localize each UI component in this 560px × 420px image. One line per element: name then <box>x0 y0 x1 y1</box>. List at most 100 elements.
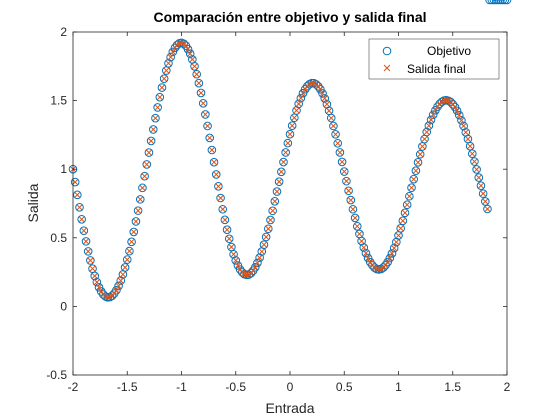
salida-final-point <box>412 167 419 174</box>
salida-final-point <box>397 225 404 232</box>
legend: Objetivo Salida final <box>368 38 500 80</box>
salida-final-point <box>161 75 168 82</box>
salida-final-point <box>187 50 194 57</box>
salida-final-point <box>224 226 231 233</box>
objetivo-point <box>157 83 167 92</box>
objetivo-point <box>146 136 156 146</box>
salida-final-point <box>367 259 374 266</box>
salida-final-point <box>154 104 161 111</box>
salida-final-point <box>443 97 450 104</box>
salida-final-point <box>211 159 218 166</box>
x-tick-label: 1 <box>395 380 402 394</box>
objetivo-point <box>452 106 462 116</box>
objetivo-point <box>159 74 169 83</box>
salida-final-point <box>91 272 98 279</box>
salida-final-point <box>226 235 233 242</box>
salida-final-point <box>261 241 267 248</box>
objetivo-point <box>129 227 139 237</box>
salida-final-point <box>128 238 135 245</box>
objetivo-point <box>285 129 295 139</box>
objetivo-point <box>142 160 152 169</box>
objetivo-point <box>94 283 104 292</box>
salida-final-point <box>328 115 335 121</box>
objetivo-point <box>498 0 507 5</box>
salida-final-point <box>250 267 257 274</box>
objetivo-point <box>337 157 347 167</box>
objetivo-point <box>133 206 143 215</box>
salida-final-point <box>83 238 89 245</box>
objetivo-point <box>415 149 425 159</box>
salida-final-point <box>221 216 228 223</box>
salida-final-point <box>217 195 224 201</box>
salida-final-point <box>139 184 146 191</box>
salida-final-point <box>456 112 463 119</box>
objetivo-point <box>478 189 488 198</box>
salida-final-point <box>354 223 361 230</box>
x-axis-label: Entrada <box>265 400 314 416</box>
salida-final-point <box>237 266 244 273</box>
salida-final-point <box>271 198 278 205</box>
salida-final-point <box>467 143 474 150</box>
salida-final-point <box>336 149 343 156</box>
legend-marker-salida-final <box>383 64 391 72</box>
salida-final-point <box>382 262 389 269</box>
salida-final-point <box>300 90 306 97</box>
salida-final-point <box>317 86 324 93</box>
objetivo-point <box>331 130 340 139</box>
salida-final-point <box>302 86 309 93</box>
salida-final-point <box>358 238 365 245</box>
salida-final-point <box>347 197 354 204</box>
salida-final-point <box>475 174 482 181</box>
salida-final-point <box>276 178 283 185</box>
objetivo-point <box>494 0 503 5</box>
salida-final-point <box>172 44 178 51</box>
plot-area <box>73 32 507 375</box>
objetivo-point <box>363 253 373 263</box>
axes: -2 -1.5 -1 -0.5 0 0.5 1 1.5 2 -0.5 0 0.5 1 1.5 2 <box>46 25 510 394</box>
objetivo-point <box>153 103 162 112</box>
objetivo-point <box>264 224 273 234</box>
x-tick-label: 1.5 <box>444 380 461 394</box>
salida-final-point <box>150 126 157 133</box>
legend-label-salida-final: Salida final <box>407 62 466 76</box>
objetivo-point <box>318 89 327 98</box>
objetivo-point <box>500 0 510 5</box>
salida-final-point <box>169 48 176 55</box>
objetivo-point <box>211 170 221 179</box>
y-tick-label: 0.5 <box>50 231 67 245</box>
salida-final-point <box>167 54 174 61</box>
salida-final-point <box>143 161 150 168</box>
objetivo-point <box>333 138 343 148</box>
salida-final-point <box>219 206 226 213</box>
salida-final-point <box>126 248 133 255</box>
salida-final-point <box>232 257 239 264</box>
objetivo-point <box>112 285 121 295</box>
objetivo-point <box>470 157 479 166</box>
salida-final-point <box>432 107 439 114</box>
salida-final-point <box>319 90 326 97</box>
salida-final-point <box>74 191 81 198</box>
salida-final-point <box>141 173 148 180</box>
objetivo-point <box>326 113 336 123</box>
salida-final-point <box>193 71 200 78</box>
salida-final-point <box>393 239 400 246</box>
salida-final-point <box>113 287 120 294</box>
objetivo-point <box>253 258 262 268</box>
x-tick-label: 0.5 <box>336 380 353 394</box>
salida-final-point <box>80 227 87 234</box>
objetivo-point <box>125 246 134 256</box>
x-tick-label: 0 <box>287 380 294 394</box>
salida-final-point <box>376 266 382 273</box>
objetivo-point <box>138 183 147 193</box>
objetivo-point <box>190 62 199 71</box>
salida-final-point <box>360 244 367 251</box>
salida-final-point <box>415 159 421 166</box>
objetivo-point <box>433 102 442 111</box>
objetivo-point <box>259 240 269 249</box>
objetivo-point <box>474 173 484 182</box>
salida-final-point <box>478 182 484 189</box>
objetivo-point <box>81 237 91 246</box>
salida-final-point <box>404 201 411 208</box>
objetivo-point <box>73 190 82 200</box>
salida-final-point <box>473 166 480 173</box>
